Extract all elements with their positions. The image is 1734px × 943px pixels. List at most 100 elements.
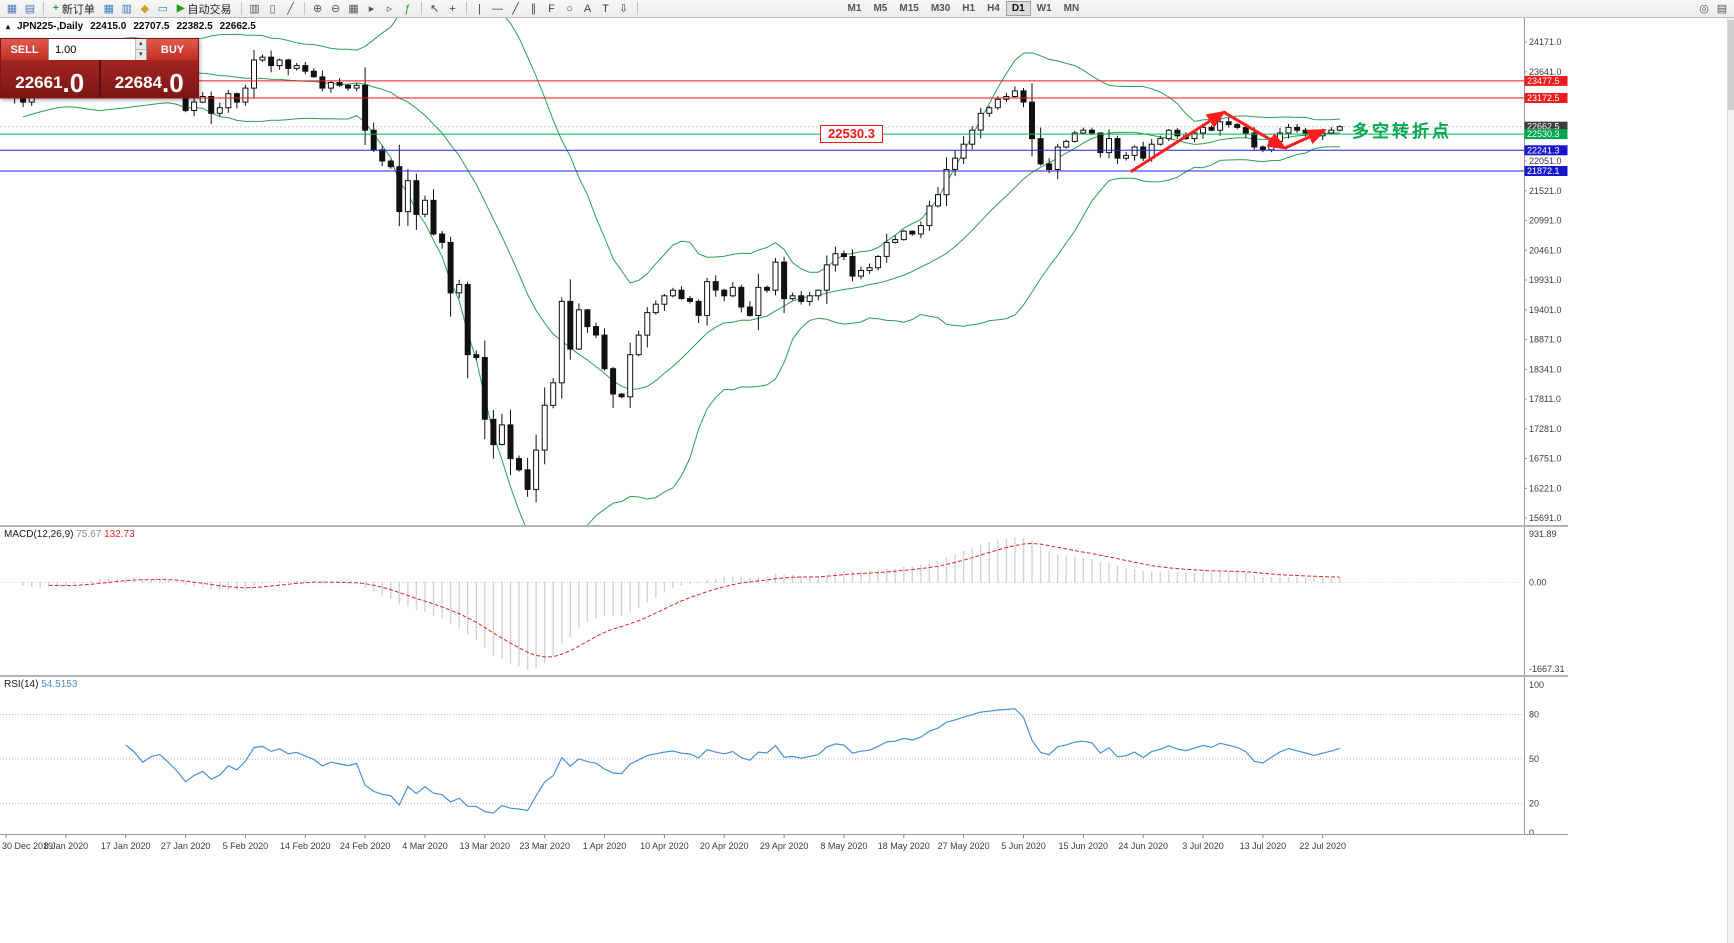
fibonacci-icon[interactable]: F <box>548 2 555 15</box>
scrollbar-thumb[interactable] <box>1728 20 1734 110</box>
rsi-label: RSI(14) 54.5153 <box>4 679 77 690</box>
volume-increase-button[interactable]: ▴ <box>135 39 146 50</box>
svg-text:-1667.31: -1667.31 <box>1529 664 1565 674</box>
toolbar-separator <box>43 2 44 15</box>
svg-text:8 Jan 2020: 8 Jan 2020 <box>44 841 89 851</box>
svg-text:50: 50 <box>1529 754 1539 764</box>
svg-text:21521.0: 21521.0 <box>1529 186 1562 196</box>
cursor-icon[interactable]: ↖ <box>429 2 440 15</box>
autotrading-button[interactable]: ▶ 自动交易 <box>172 1 237 16</box>
terminal-icon[interactable]: ▭ <box>157 2 169 15</box>
macd-main-value: 75.67 <box>76 529 102 540</box>
vertical-line-icon[interactable]: | <box>478 2 481 15</box>
open-value: 22415.0 <box>90 21 127 32</box>
volume-input[interactable] <box>49 39 135 60</box>
quick-menu-icon[interactable]: ▤ <box>1716 2 1728 15</box>
svg-text:931.89: 931.89 <box>1529 529 1557 539</box>
chart-profiles-icon[interactable]: ▤ <box>24 2 36 15</box>
candles-chart-icon[interactable]: ▯ <box>269 2 276 15</box>
svg-text:1 Apr 2020: 1 Apr 2020 <box>583 841 627 851</box>
svg-text:18 May 2020: 18 May 2020 <box>878 841 930 851</box>
bars-chart-icon[interactable]: ▥ <box>249 2 260 15</box>
new-chart-icon[interactable]: ▦ <box>6 2 18 15</box>
rsi-panel[interactable]: 100 80 50 20 0 RSI(14) 54.5153 <box>0 675 1568 834</box>
crosshair-icon[interactable]: + <box>449 2 456 15</box>
macd-histogram <box>22 537 1341 670</box>
svg-text:23641.0: 23641.0 <box>1529 67 1562 77</box>
timeframe-m5-button[interactable]: M5 <box>867 1 893 16</box>
tile-windows-icon[interactable]: ▦ <box>348 2 359 15</box>
data-window-icon[interactable]: ▥ <box>121 2 133 15</box>
time-axis[interactable]: 30 Dec 2019 8 Jan 2020 17 Jan 2020 27 Jan 2… <box>0 834 1568 857</box>
svg-text:10 Apr 2020: 10 Apr 2020 <box>640 841 689 851</box>
line-chart-icon[interactable]: ╱ <box>287 2 294 15</box>
svg-text:22530.3: 22530.3 <box>1527 129 1560 139</box>
macd-panel[interactable]: 931.89 0.00 -1667.31 MACD(12,26,9) 75.67 1… <box>0 525 1568 675</box>
search-icon[interactable]: ◎ <box>1699 2 1709 15</box>
macd-signal-line <box>48 542 1340 658</box>
rsi-chart[interactable]: 100 80 50 20 0 <box>0 677 1568 834</box>
macd-signal-value: 132.73 <box>104 529 135 540</box>
svg-text:0: 0 <box>1529 828 1534 834</box>
new-order-button[interactable]: + 新订单 <box>48 1 100 16</box>
market-watch-icon[interactable]: ▦ <box>103 2 115 15</box>
timeframe-d1-button[interactable]: D1 <box>1005 1 1031 16</box>
volume-decrease-button[interactable]: ▾ <box>135 50 146 60</box>
zoom-out-icon[interactable]: ⊖ <box>330 2 341 15</box>
new-order-button-icon: + <box>53 3 59 14</box>
indicators-icon[interactable]: ƒ <box>404 2 411 15</box>
text-label-icon[interactable]: T <box>602 2 609 15</box>
timeframe-mn-button[interactable]: MN <box>1058 1 1086 16</box>
shapes-icon[interactable]: ○ <box>566 2 573 15</box>
bid-pips: .0 <box>62 68 85 98</box>
ask-price[interactable]: 22684.0 <box>100 60 198 98</box>
timeframe-m15-button[interactable]: M15 <box>893 1 924 16</box>
svg-text:16751.0: 16751.0 <box>1529 454 1562 464</box>
svg-text:20991.0: 20991.0 <box>1529 216 1562 226</box>
volume-spin: ▴ ▾ <box>134 39 146 60</box>
price-level-callout[interactable]: 22530.3 <box>820 125 883 143</box>
svg-text:30 Dec 2019: 30 Dec 2019 <box>2 841 53 851</box>
svg-text:16221.0: 16221.0 <box>1529 483 1562 493</box>
pivot-annotation[interactable]: 多空转折点 <box>1352 122 1452 141</box>
arrows-icon[interactable]: ⇩ <box>618 2 629 15</box>
navigator-icon[interactable]: ◆ <box>140 2 150 15</box>
sell-button[interactable]: SELL <box>1 39 48 60</box>
zoom-in-icon[interactable]: ⊕ <box>312 2 323 15</box>
price-chart-panel[interactable]: 24171.0 23641.0 22051.0 21521.0 20991.0 20461… <box>0 18 1568 525</box>
trendline-icon[interactable]: ╱ <box>512 2 519 15</box>
chart-window: 24171.0 23641.0 22051.0 21521.0 20991.0 20461… <box>0 18 1734 943</box>
horizontal-line-icon[interactable]: — <box>492 2 504 15</box>
timeframe-h4-button[interactable]: H4 <box>981 1 1006 16</box>
price-chart[interactable]: 24171.0 23641.0 22051.0 21521.0 20991.0 20461… <box>0 18 1568 525</box>
text-icon[interactable]: A <box>583 2 592 15</box>
rsi-value: 54.5153 <box>41 679 78 690</box>
buy-button[interactable]: BUY <box>147 39 198 60</box>
svg-text:19401.0: 19401.0 <box>1529 305 1562 315</box>
candles <box>3 42 1343 503</box>
toolbar-separator <box>465 2 467 15</box>
vertical-scrollbar[interactable] <box>1727 18 1734 943</box>
svg-text:21872.1: 21872.1 <box>1527 166 1560 176</box>
svg-text:23477.5: 23477.5 <box>1527 76 1560 86</box>
timeframe-h1-button[interactable]: H1 <box>956 1 981 16</box>
auto-scroll-icon[interactable]: ▸ <box>368 2 375 15</box>
ask-pips: .0 <box>162 68 184 98</box>
timeframe-m30-button[interactable]: M30 <box>925 1 956 16</box>
svg-text:0.00: 0.00 <box>1529 577 1547 587</box>
bid-price[interactable]: 22661.0 <box>1 60 99 97</box>
close-value: 22662.5 <box>219 21 256 32</box>
chart-shift-icon[interactable]: ▹ <box>386 2 393 15</box>
equidistant-channel-icon[interactable]: ∥ <box>530 2 537 15</box>
svg-text:20: 20 <box>1529 798 1539 808</box>
svg-text:17281.0: 17281.0 <box>1529 424 1562 434</box>
chart-ohlc-header: ▴ JPN225-,Daily 22415.0 22707.5 22382.5 … <box>6 21 256 32</box>
svg-text:20 Apr 2020: 20 Apr 2020 <box>700 841 749 851</box>
svg-text:24 Jun 2020: 24 Jun 2020 <box>1118 841 1168 851</box>
timeframe-w1-button[interactable]: W1 <box>1031 1 1058 16</box>
collapse-toggle-icon[interactable]: ▴ <box>6 22 11 31</box>
macd-chart[interactable]: 931.89 0.00 -1667.31 <box>0 527 1568 675</box>
timeframe-m1-button[interactable]: M1 <box>842 1 868 16</box>
